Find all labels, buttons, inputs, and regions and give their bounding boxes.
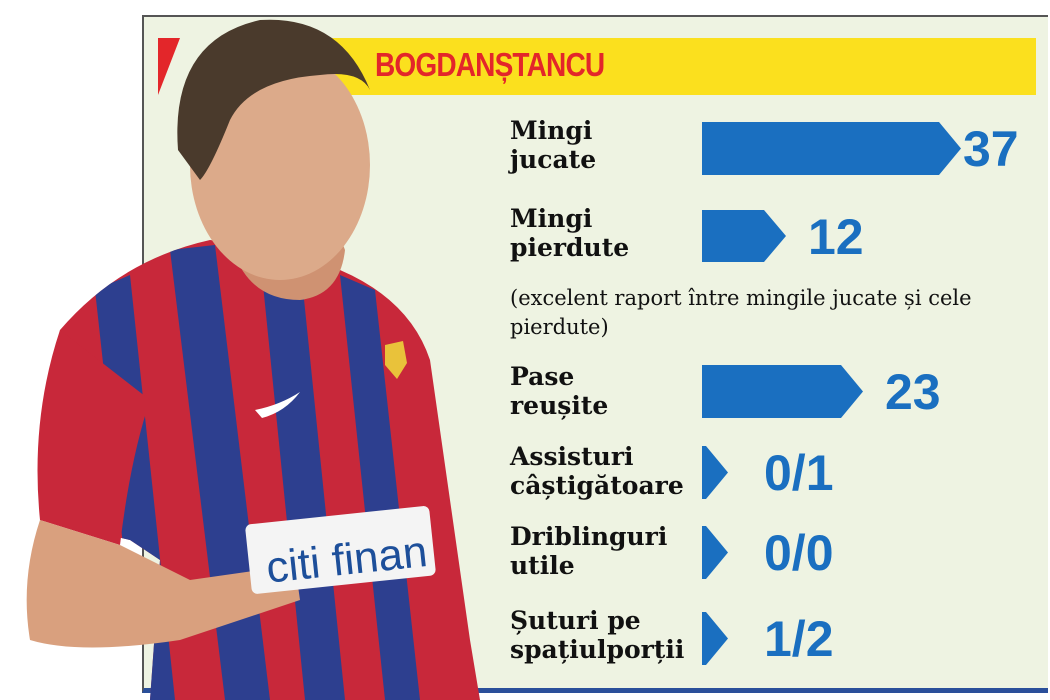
red-corner-accent: [158, 38, 180, 95]
stat-label: Mingi jucate: [510, 116, 596, 174]
stat-value: 12: [808, 209, 864, 265]
stat-value: 23: [885, 364, 941, 420]
stat-label-line: câștigătoare: [510, 471, 684, 500]
stat-bar: [702, 612, 728, 665]
stat-label-line: spațiulporții: [510, 635, 685, 664]
brand-swoosh-icon: [255, 392, 300, 418]
arm: [26, 520, 301, 648]
stat-label-line: Mingi: [510, 204, 593, 233]
stat-label: Driblinguri utile: [510, 522, 667, 580]
stat-label: Mingi pierdute: [510, 204, 629, 262]
stat-bar: [702, 365, 863, 418]
stat-bar: [702, 526, 728, 579]
stat-label-line: reușite: [510, 391, 609, 420]
stat-label-line: Assisturi: [510, 442, 634, 471]
player-photo: citi finan: [26, 19, 480, 700]
sleeve: [37, 330, 150, 545]
stat-bar: [702, 210, 786, 262]
stat-label-line: jucate: [510, 145, 597, 174]
stat-value: 0/0: [764, 525, 834, 581]
stat-label-line: Șuturi pe: [510, 606, 641, 635]
title-banner: [320, 38, 1036, 95]
stat-value: 1/2: [764, 611, 834, 667]
club-crest-icon: [385, 341, 407, 379]
hair: [177, 19, 370, 180]
stat-label-line: Mingi: [510, 116, 593, 145]
stat-value: 0/1: [764, 445, 834, 501]
stat-value: 37: [963, 121, 1019, 177]
player-name-title: BOGDANȘTANCU: [375, 46, 605, 83]
stat-label-line: pierdute: [510, 233, 630, 262]
stat-label: Șuturi pe spațiulporții: [510, 606, 684, 664]
ratio-note: (excelent raport între mingile jucate și…: [510, 286, 972, 339]
stat-label: Assisturi câștigătoare: [510, 442, 684, 500]
stat-label-line: Pase: [510, 362, 575, 391]
sponsor-patch: [245, 506, 436, 594]
stat-bar: [702, 446, 728, 499]
stat-label-line: Driblinguri: [510, 522, 668, 551]
stat-label-line: utile: [510, 551, 575, 580]
stat-bar: [702, 122, 961, 175]
stat-label: Pase reușite: [510, 362, 608, 420]
